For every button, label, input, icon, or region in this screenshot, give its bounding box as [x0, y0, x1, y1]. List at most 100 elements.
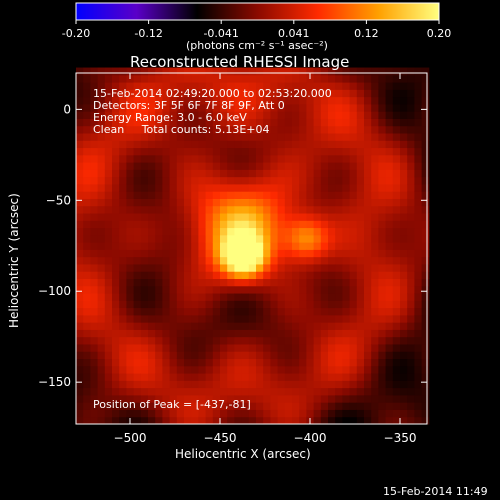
heatmap-cell: [133, 249, 142, 258]
heatmap-cell: [234, 307, 243, 316]
heatmap-cell: [284, 358, 293, 367]
heatmap-cell: [169, 271, 178, 279]
heatmap-cell: [227, 249, 235, 258]
heatmap-cell: [241, 380, 250, 389]
heatmap-cell: [364, 205, 372, 214]
heatmap-cell: [414, 118, 423, 127]
heatmap-cell: [112, 402, 120, 410]
heatmap-cell: [234, 329, 243, 338]
heatmap-cell: [371, 103, 379, 112]
heatmap-cell: [421, 96, 430, 105]
heatmap-cell: [198, 322, 207, 330]
heatmap-cell: [155, 176, 163, 185]
heatmap-cell: [234, 394, 243, 403]
heatmap-cell: [155, 220, 163, 229]
heatmap-cell: [205, 329, 214, 338]
heatmap-cell: [241, 322, 250, 330]
heatmap-cell: [162, 227, 171, 236]
heatmap-cell: [407, 227, 415, 236]
heatmap-cell: [342, 242, 351, 250]
heatmap-cell: [104, 249, 113, 258]
heatmap-cell: [292, 402, 300, 410]
heatmap-cell: [371, 227, 379, 236]
heatmap-cell: [385, 125, 394, 134]
heatmap-cell: [292, 373, 300, 381]
heatmap-cell: [83, 234, 91, 243]
heatmap-cell: [414, 89, 423, 98]
heatmap-cell: [90, 74, 99, 83]
heatmap-cell: [256, 307, 264, 316]
heatmap-cell: [169, 307, 178, 316]
heatmap-cell: [378, 263, 387, 272]
heatmap-cell: [400, 103, 408, 112]
heatmap-cell: [97, 89, 106, 98]
heatmap-cell: [378, 293, 387, 301]
heatmap-cell: [263, 249, 271, 258]
heatmap-cell: [364, 285, 372, 294]
heatmap-cell: [284, 169, 293, 178]
heatmap-cell: [378, 205, 387, 214]
heatmap-cell: [328, 409, 336, 418]
heatmap-cell: [263, 169, 271, 178]
heatmap-cell: [356, 365, 365, 374]
heatmap-cell: [313, 278, 322, 287]
heatmap-cell: [392, 307, 401, 316]
heatmap-cell: [162, 314, 171, 323]
heatmap-cell: [248, 242, 257, 250]
heatmap-cell: [248, 154, 257, 163]
heatmap-cell: [392, 293, 401, 301]
heatmap-cell: [97, 169, 106, 178]
heatmap-cell: [212, 205, 221, 214]
heatmap-cell: [248, 227, 257, 236]
heatmap-cell: [292, 293, 300, 301]
heatmap-cell: [313, 409, 322, 418]
heatmap-cell: [248, 234, 257, 243]
heatmap-cell: [328, 74, 336, 83]
heatmap-cell: [284, 96, 293, 105]
heatmap-cell: [400, 111, 408, 119]
heatmap-cell: [169, 191, 178, 199]
heatmap-cell: [220, 227, 228, 236]
heatmap-cell: [212, 329, 221, 338]
heatmap-cell: [263, 329, 271, 338]
heatmap-cell: [126, 373, 135, 381]
heatmap-cell: [126, 307, 135, 316]
heatmap-cell: [328, 169, 336, 178]
heatmap-cell: [356, 183, 365, 192]
heatmap-cell: [162, 147, 171, 156]
heatmap-cell: [241, 256, 250, 265]
heatmap-cell: [407, 263, 415, 272]
heatmap-cell: [126, 183, 135, 192]
heatmap-cell: [313, 103, 322, 112]
heatmap-cell: [349, 234, 358, 243]
heatmap-cell: [328, 256, 336, 265]
heatmap-cell: [162, 293, 171, 301]
heatmap-cell: [392, 96, 401, 105]
heatmap-cell: [400, 263, 408, 272]
heatmap-cell: [299, 213, 307, 221]
heatmap-cell: [76, 409, 84, 418]
heatmap-cell: [148, 234, 156, 243]
heatmap-cell: [140, 234, 149, 243]
heatmap-cell: [392, 256, 401, 265]
heatmap-cell: [364, 394, 372, 403]
heatmap-cell: [284, 111, 293, 119]
heatmap-cell: [306, 322, 315, 330]
heatmap-cell: [176, 293, 185, 301]
heatmap-cell: [364, 118, 372, 127]
heatmap-cell: [349, 96, 358, 105]
heatmap-cell: [270, 89, 279, 98]
heatmap-cell: [220, 402, 228, 410]
heatmap-cell: [140, 343, 149, 352]
heatmap-cell: [414, 249, 423, 258]
heatmap-cell: [112, 96, 120, 105]
heatmap-cell: [364, 402, 372, 410]
heatmap-cell: [270, 140, 279, 149]
heatmap-cell: [176, 133, 185, 141]
annotation-clean-counts: Clean Total counts: 5.13E+04: [93, 123, 270, 136]
heatmap-cell: [97, 373, 106, 381]
heatmap-cell: [306, 89, 315, 98]
heatmap-cell: [378, 249, 387, 258]
heatmap-cell: [400, 256, 408, 265]
heatmap-cell: [320, 96, 329, 105]
